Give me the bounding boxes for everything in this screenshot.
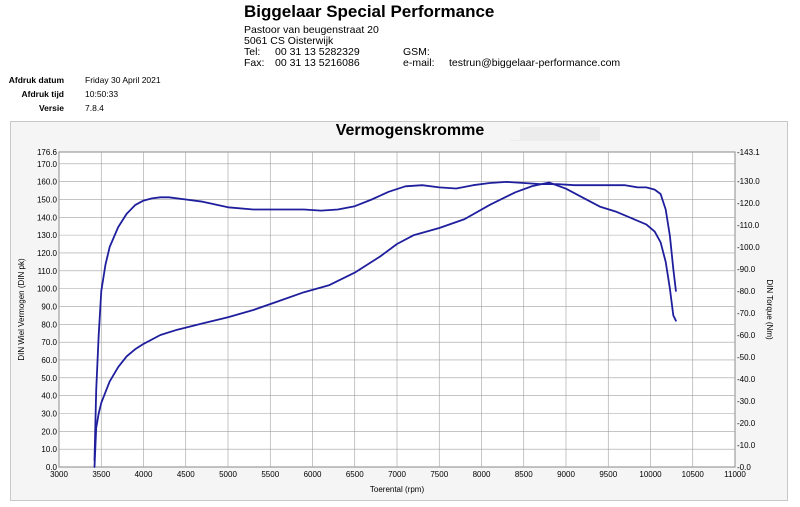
- y-tick-label-11: 110.0: [38, 267, 58, 276]
- y-tick-label-12: 120.0: [37, 249, 58, 258]
- y-tick-label-17: 170.0: [37, 160, 58, 169]
- tel-number: 00 31 13 5282329: [275, 46, 360, 58]
- y2-tick-label-2: -20.0: [737, 419, 756, 428]
- y-tick-label-18: 176.6: [37, 148, 58, 157]
- x-tick-label-9: 7500: [430, 470, 448, 479]
- y2-tick-label-1: -10.0: [737, 441, 756, 450]
- y2-tick-label-5: -50.0: [737, 353, 756, 362]
- x-tick-label-8: 7000: [388, 470, 406, 479]
- y-tick-label-15: 150.0: [37, 195, 58, 204]
- x-tick-label-7: 6500: [346, 470, 364, 479]
- y-tick-label-4: 40.0: [41, 392, 57, 401]
- x-axis-label: Toerental (rpm): [370, 485, 425, 494]
- y-tick-label-0: 0.0: [46, 463, 58, 472]
- y2-axis-label: DIN Torque (Nm): [765, 279, 774, 340]
- x-tick-label-2: 4000: [135, 470, 153, 479]
- tel-label: Tel:: [244, 46, 261, 58]
- x-tick-label-4: 5000: [219, 470, 237, 479]
- y-tick-label-10: 100.0: [37, 285, 58, 294]
- x-tick-label-16: 11000: [724, 470, 746, 479]
- y2-tick-label-4: -40.0: [737, 375, 756, 384]
- y2-tick-label-7: -70.0: [737, 309, 756, 318]
- x-tick-label-5: 5500: [261, 470, 279, 479]
- x-tick-labels: 3000 3500 4000 4500 5000 5500 6000 6500 7000 7500…: [50, 470, 746, 479]
- x-tick-label-10: 8000: [473, 470, 491, 479]
- curves: [93, 180, 677, 468]
- y2-tick-label-6: -60.0: [737, 331, 756, 340]
- version-value: 7.8.4: [85, 103, 104, 113]
- y2-tick-label-14: -143.1: [737, 148, 760, 157]
- y2-tick-label-10: -100.0: [737, 243, 760, 252]
- y-tick-label-8: 80.0: [41, 320, 57, 329]
- version-label: Versie: [38, 103, 64, 113]
- print-date-label: Afdruk datum: [8, 75, 64, 85]
- chart-title: Vermogenskromme: [300, 122, 520, 140]
- title-banner-fade: [510, 127, 600, 141]
- y2-tick-label-3: -30.0: [737, 397, 756, 406]
- print-time-label: Afdruk tijd: [21, 89, 65, 99]
- y-tick-label-14: 140.0: [37, 213, 58, 222]
- x-tick-label-6: 6000: [304, 470, 322, 479]
- company-name: Biggelaar Special Performance: [244, 2, 495, 21]
- y2-tick-label-11: -110.0: [737, 221, 760, 230]
- y2-tick-label-12: -120.0: [737, 199, 760, 208]
- y2-tick-label-13: -130.0: [737, 177, 760, 186]
- y2-tick-label-9: -90.0: [737, 265, 756, 274]
- fax-label: Fax:: [244, 57, 265, 69]
- email-label: e-mail:: [403, 57, 435, 69]
- y-tick-label-1: 10.0: [41, 445, 57, 454]
- print-date-value: Friday 30 April 2021: [85, 75, 161, 85]
- x-tick-label-1: 3500: [92, 470, 110, 479]
- fax-number: 00 31 13 5216086: [275, 57, 360, 69]
- y-tick-label-6: 60.0: [41, 356, 57, 365]
- y-tick-labels: 0.0 10.0 20.0 30.0 40.0 50.0 60.0 70.0 80.0 90.0 1…: [37, 148, 58, 472]
- x-tick-label-12: 9000: [557, 470, 575, 479]
- email-address[interactable]: testrun@biggelaar-performance.com: [449, 57, 621, 69]
- x-tick-label-13: 9500: [599, 470, 617, 479]
- y2-tick-labels: -0.0 -10.0 -20.0 -30.0 -40.0 -50.0 -60.0 -70.0 -…: [737, 148, 760, 472]
- gsm-label: GSM:: [403, 46, 430, 58]
- y-tick-label-3: 30.0: [41, 409, 57, 418]
- curve-power-1: [93, 181, 677, 468]
- print-time-value: 10:50:33: [85, 89, 119, 99]
- y2-tick-label-8: -80.0: [737, 287, 756, 296]
- y-tick-label-16: 160.0: [37, 178, 58, 187]
- curve-torque-0: [93, 180, 677, 462]
- x-tick-label-14: 10000: [639, 470, 662, 479]
- x-tick-label-0: 3000: [50, 470, 68, 479]
- y-tick-label-9: 90.0: [41, 302, 57, 311]
- y-tick-label-7: 70.0: [41, 338, 57, 347]
- y-tick-label-5: 50.0: [41, 374, 57, 383]
- y-tick-label-13: 130.0: [37, 231, 58, 240]
- x-tick-label-11: 8500: [515, 470, 533, 479]
- x-tick-label-15: 10500: [682, 470, 705, 479]
- grid-lines: [58, 151, 736, 468]
- city-address: 5061 CS Oisterwijk: [244, 35, 334, 47]
- street-address: Pastoor van beugenstraat 20: [244, 24, 379, 36]
- y-tick-label-2: 20.0: [41, 427, 57, 436]
- y2-tick-label-0: -0.0: [737, 463, 751, 472]
- x-tick-label-3: 4500: [177, 470, 195, 479]
- y-axis-label: DIN Wiel Vermogen (DIN pk): [17, 258, 26, 361]
